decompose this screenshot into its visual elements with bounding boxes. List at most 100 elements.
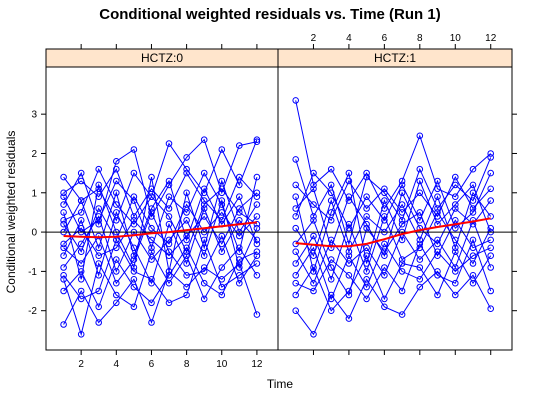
data-point xyxy=(165,279,173,287)
data-point xyxy=(381,303,388,311)
data-point xyxy=(95,165,102,173)
data-point xyxy=(452,173,459,181)
data-point xyxy=(77,177,85,185)
data-point xyxy=(469,252,477,259)
data-point xyxy=(60,244,67,252)
data-point xyxy=(130,303,138,311)
data-point xyxy=(398,268,406,275)
data-point xyxy=(95,252,102,259)
data-point xyxy=(183,189,190,197)
data-point xyxy=(130,169,138,177)
data-point xyxy=(398,181,406,189)
data-point xyxy=(218,232,226,240)
data-point xyxy=(60,209,67,216)
data-point xyxy=(218,291,226,299)
data-point xyxy=(487,252,495,259)
data-point xyxy=(200,236,208,244)
data-point xyxy=(95,319,102,326)
data-point xyxy=(434,291,441,299)
data-point xyxy=(381,197,388,204)
data-point xyxy=(148,299,155,307)
data-point xyxy=(95,303,102,311)
subject-line xyxy=(295,242,491,301)
data-point xyxy=(398,201,406,208)
data-point xyxy=(452,193,459,200)
data-point xyxy=(327,197,335,204)
data-point xyxy=(469,181,477,189)
data-point xyxy=(310,181,317,189)
subject-line xyxy=(295,187,492,257)
data-point xyxy=(327,264,335,271)
subject-line xyxy=(295,175,492,222)
data-point xyxy=(381,272,388,279)
data-point xyxy=(236,142,243,149)
data-point xyxy=(292,224,300,232)
data-point xyxy=(200,268,208,275)
data-point xyxy=(200,197,208,204)
subject-line xyxy=(63,262,258,325)
y-tick-label: -1 xyxy=(28,267,37,278)
data-point xyxy=(345,272,353,279)
data-point xyxy=(95,205,102,212)
data-point xyxy=(253,272,261,279)
data-point xyxy=(165,140,173,147)
data-point xyxy=(165,220,173,228)
data-point xyxy=(398,189,406,197)
data-point xyxy=(469,279,477,287)
data-point xyxy=(200,169,208,177)
data-point xyxy=(236,232,243,240)
data-point xyxy=(452,244,459,252)
data-point xyxy=(363,213,370,220)
data-point xyxy=(77,287,85,295)
data-point xyxy=(113,256,120,263)
data-point xyxy=(218,248,226,255)
data-point xyxy=(292,272,300,279)
subject-line xyxy=(295,218,492,285)
data-point xyxy=(292,260,300,267)
smooth-trend-line xyxy=(63,221,258,239)
data-point xyxy=(253,189,261,197)
data-point xyxy=(236,256,243,263)
x-tick-label: 8 xyxy=(184,359,190,370)
data-point xyxy=(487,244,495,252)
data-point xyxy=(416,264,424,271)
data-point xyxy=(310,287,317,295)
data-point xyxy=(310,268,317,275)
data-point xyxy=(77,248,85,255)
data-point xyxy=(452,279,459,287)
data-point xyxy=(310,331,317,338)
data-point xyxy=(77,295,85,303)
data-point xyxy=(452,291,459,299)
panel-frame-2 xyxy=(277,66,513,351)
data-point xyxy=(113,201,120,208)
data-point xyxy=(469,236,477,244)
data-point xyxy=(416,132,424,140)
data-point xyxy=(183,248,190,255)
data-point xyxy=(487,185,495,193)
smooth-trend-line xyxy=(295,217,491,248)
subject-line xyxy=(63,138,258,226)
data-point xyxy=(310,217,317,224)
data-point xyxy=(381,205,388,212)
data-point xyxy=(434,193,441,200)
data-point xyxy=(95,272,102,279)
data-point xyxy=(327,236,335,244)
data-point xyxy=(469,209,477,216)
data-point xyxy=(113,165,120,173)
data-point xyxy=(416,276,424,283)
data-point xyxy=(327,276,335,283)
x-axis-label: Time xyxy=(266,377,294,391)
data-point xyxy=(452,264,459,271)
data-point xyxy=(310,185,317,193)
x-tick-label: 2 xyxy=(78,359,84,370)
subject-line xyxy=(63,167,258,253)
data-point xyxy=(218,185,226,193)
data-point xyxy=(77,240,85,248)
data-point xyxy=(292,156,300,163)
data-point xyxy=(416,165,424,173)
data-point xyxy=(200,185,208,193)
data-point xyxy=(253,138,261,145)
data-point xyxy=(165,240,173,248)
subject-line xyxy=(295,172,492,230)
data-point xyxy=(345,169,353,177)
